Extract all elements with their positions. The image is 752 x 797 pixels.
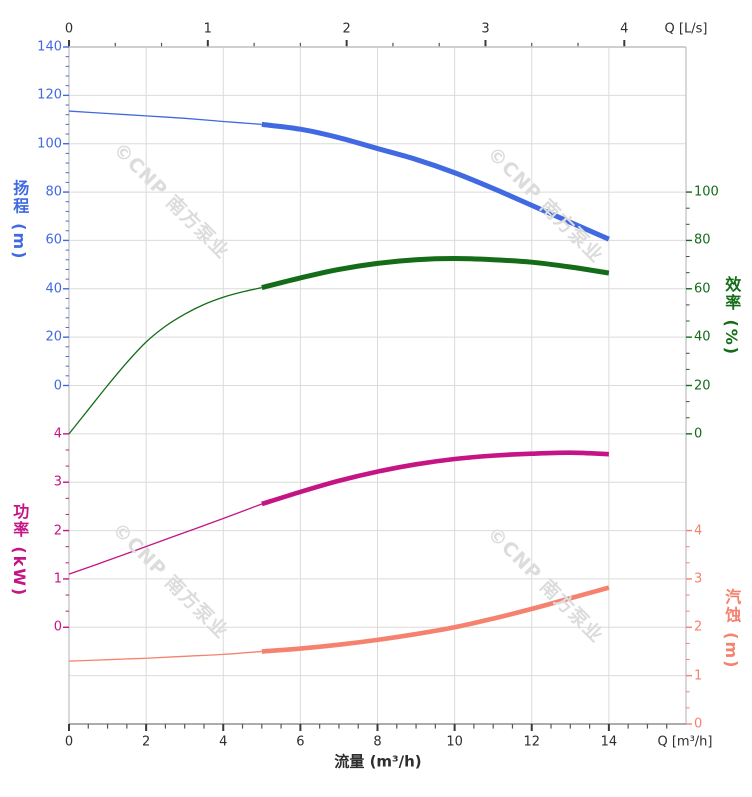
axis-title-flow-corner: Q [m³/h] xyxy=(657,734,713,750)
axis-title-efficiency: 效率 (%) xyxy=(722,275,742,357)
axis-title-flow-bottom: 流量 (m³/h) xyxy=(334,752,422,771)
axis-title-power: 功率 (kW) xyxy=(10,502,30,598)
axis-title-flow-top: Q [L/s] xyxy=(664,21,708,37)
axis-title-npsh: 汽蚀 (m) xyxy=(722,588,742,670)
axis-title-head: 扬程 (m) xyxy=(10,179,30,261)
